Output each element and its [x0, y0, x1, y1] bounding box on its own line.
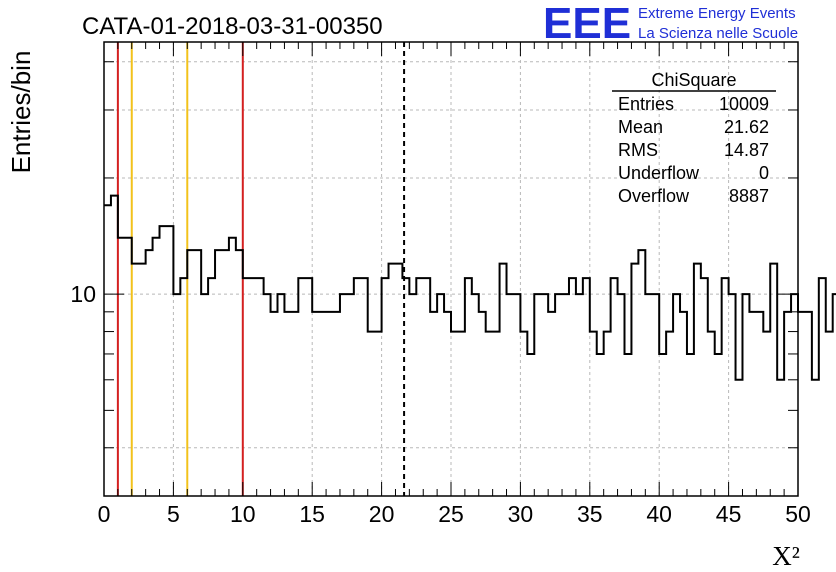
x-tick-label: 25: [438, 501, 464, 527]
stats-label: Entries: [618, 94, 674, 114]
stats-label: Overflow: [618, 186, 690, 206]
stats-box: ChiSquare Entries 10009 Mean 21.62 RMS 14.87 U…: [612, 70, 776, 206]
stats-value: 21.62: [724, 117, 769, 137]
x-tick-label: 0: [98, 501, 111, 527]
stats-value: 8887: [729, 186, 769, 206]
histogram-line: [104, 194, 836, 381]
x-tick-label: 10: [230, 501, 256, 527]
stats-value: 10009: [719, 94, 769, 114]
chart-title: CATA-01-2018-03-31-00350: [82, 13, 383, 40]
stats-label: Mean: [618, 117, 663, 137]
stats-value: 0: [759, 163, 769, 183]
logo-line-1: Extreme Energy Events: [638, 5, 796, 22]
stats-label: RMS: [618, 140, 658, 160]
x-axis-label: X²: [772, 541, 800, 571]
y-axis-label: Entries/bin: [6, 51, 36, 174]
y-tick-label: 10: [70, 281, 96, 307]
x-tick-label: 20: [369, 501, 395, 527]
x-tick-label: 5: [167, 501, 180, 527]
logo-mark: EEE: [543, 0, 631, 48]
grid: [104, 42, 798, 496]
stats-rows: Entries 10009 Mean 21.62 RMS 14.87 Underflow 0 O…: [618, 94, 769, 206]
x-tick-label: 45: [716, 501, 742, 527]
x-tick-label: 15: [299, 501, 325, 527]
eee-logo: EEE Extreme Energy Events La Scienza nel…: [543, 0, 798, 48]
stats-label: Underflow: [618, 163, 700, 183]
x-tick-label: 40: [646, 501, 672, 527]
stats-title: ChiSquare: [651, 70, 736, 90]
x-tick-labels: 0 5 10 15 20 25 30 35 40 45 50: [98, 501, 811, 527]
plot-frame: [103, 41, 799, 497]
logo-line-2: La Scienza nelle Scuole: [638, 25, 798, 42]
x-tick-label: 30: [508, 501, 534, 527]
stats-value: 14.87: [724, 140, 769, 160]
x-tick-label: 50: [785, 501, 811, 527]
x-tick-label: 35: [577, 501, 603, 527]
y-tick-labels: 10: [70, 281, 96, 307]
